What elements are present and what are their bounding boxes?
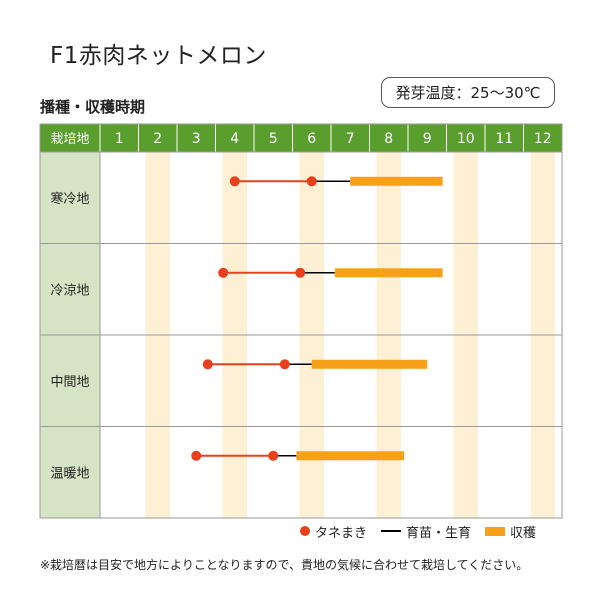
region-label: 中間地 — [50, 375, 89, 390]
month-label: 12 — [534, 131, 552, 147]
legend-harvest-label: 収穫 — [510, 525, 537, 541]
harvest-bar-icon — [485, 526, 506, 536]
growing-line-icon — [381, 530, 402, 532]
month-label: 6 — [307, 131, 316, 147]
row-header-label: 栽培地 — [50, 131, 89, 147]
region-cell — [40, 243, 100, 335]
month-label: 8 — [384, 131, 393, 147]
month-label: 1 — [115, 131, 124, 147]
month-label: 9 — [423, 131, 432, 147]
legend-harvest: 収穫 — [485, 522, 536, 541]
region-label: 温暖地 — [50, 466, 89, 481]
footnote: ※栽培暦は目安で地方によりことなりますので、貴地の気候に合わせて栽培してください… — [40, 558, 529, 572]
transplant-dot — [268, 450, 279, 461]
region-cell — [40, 152, 100, 244]
harvest-bar — [296, 451, 405, 461]
sowing-dot — [202, 359, 213, 370]
harvest-bar — [311, 359, 428, 369]
month-label: 11 — [495, 131, 513, 147]
legend: タネまき 育苗・生育 収穫 — [300, 521, 550, 541]
header-band — [40, 124, 562, 152]
sowing-dot — [218, 267, 229, 278]
region-cell — [40, 335, 100, 427]
harvest-bar — [350, 176, 443, 186]
page-title: F1赤肉ネットメロン — [50, 43, 267, 69]
sowing-dot — [191, 450, 202, 461]
legend-growing-label: 育苗・生育 — [406, 525, 472, 541]
legend-sowing: タネまき — [300, 522, 367, 541]
region-label: 冷涼地 — [50, 283, 89, 298]
month-label: 4 — [230, 131, 239, 147]
transplant-dot — [295, 267, 306, 278]
section-title: 播種・収穫時期 — [40, 98, 146, 116]
month-label: 2 — [153, 131, 162, 147]
legend-growing: 育苗・生育 — [381, 522, 471, 541]
transplant-dot — [279, 359, 290, 370]
germination-temperature-text: 発芽温度：25～30℃ — [395, 84, 541, 102]
transplant-dot — [306, 176, 317, 187]
region-cell — [40, 426, 100, 518]
table-border — [39, 123, 563, 519]
harvest-bar — [334, 268, 443, 278]
germination-temperature-badge: 発芽温度：25～30℃ — [381, 77, 555, 108]
region-label: 寒冷地 — [50, 191, 89, 207]
sowing-dot — [229, 176, 240, 187]
month-label: 3 — [192, 131, 201, 147]
month-label: 5 — [269, 131, 278, 147]
month-label: 7 — [346, 131, 355, 147]
month-label: 10 — [457, 131, 475, 147]
legend-sowing-label: タネまき — [315, 525, 368, 541]
sowing-dot-icon — [300, 526, 310, 536]
